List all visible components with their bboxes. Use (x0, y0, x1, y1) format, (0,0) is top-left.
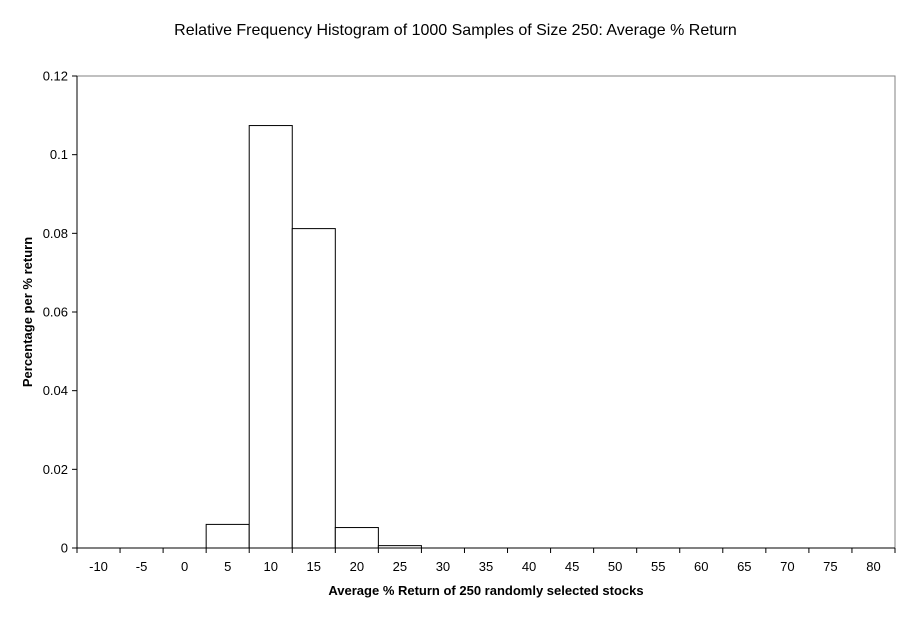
x-tick-label: 75 (823, 559, 837, 574)
x-tick-label: 35 (479, 559, 493, 574)
x-tick-label: 5 (224, 559, 231, 574)
x-tick-label: -10 (89, 559, 108, 574)
plot-area (76, 75, 896, 549)
x-tick-label: 70 (780, 559, 794, 574)
x-tick-label: 20 (350, 559, 364, 574)
bar-15 (291, 228, 336, 549)
y-axis-title: Percentage per % return (20, 237, 35, 387)
x-axis-title: Average % Return of 250 randomly selecte… (328, 583, 643, 598)
x-axis: -10 -5 0 5 10 15 20 25 30 35 40 45 50 55 60 65 70 75 80 (76, 547, 896, 574)
bar-20 (334, 527, 379, 549)
x-tick-label: 65 (737, 559, 751, 574)
x-tick-label: 15 (307, 559, 321, 574)
y-axis: 0 0.02 0.04 0.06 0.08 0.1 0.12 (43, 69, 78, 556)
y-tick-label: 0.06 (43, 305, 68, 320)
y-tick-label: 0.08 (43, 226, 68, 241)
x-tick-label: 50 (608, 559, 622, 574)
x-tick-label: 40 (522, 559, 536, 574)
x-tick-label: -5 (136, 559, 148, 574)
y-tick-label: 0.1 (50, 147, 68, 162)
x-tick-label: 55 (651, 559, 665, 574)
chart-title: Relative Frequency Histogram of 1000 Sam… (174, 22, 737, 39)
x-tick-label: 30 (436, 559, 450, 574)
y-tick-label: 0.02 (43, 462, 68, 477)
x-tick-label: 0 (181, 559, 188, 574)
y-tick-label: 0.12 (43, 69, 68, 84)
x-tick-label: 45 (565, 559, 579, 574)
bars-group (205, 125, 422, 549)
x-tick-label: 25 (393, 559, 407, 574)
x-tick-label: 10 (264, 559, 278, 574)
y-tick-label: 0 (61, 541, 68, 556)
y-tick-label: 0.04 (43, 383, 68, 398)
x-tick-label: 60 (694, 559, 708, 574)
bar-5 (205, 523, 250, 549)
x-tick-label: 80 (866, 559, 880, 574)
bar-10 (248, 125, 293, 549)
